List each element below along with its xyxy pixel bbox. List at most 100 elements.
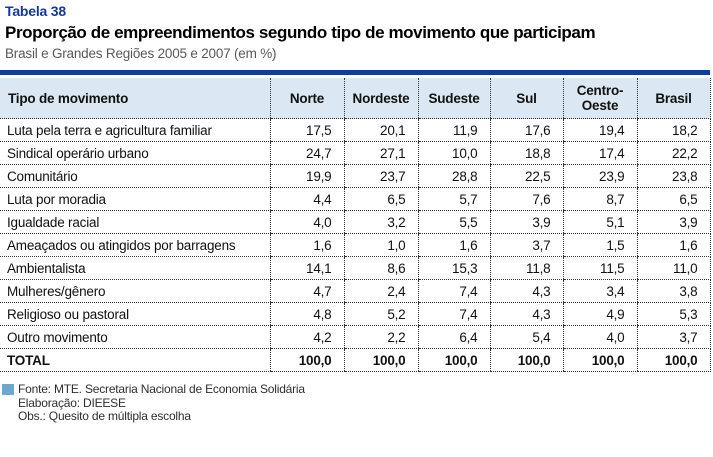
value-cell: 1,0	[343, 233, 418, 257]
value-cell: 5,3	[636, 302, 711, 326]
value-cell: 7,6	[489, 187, 563, 211]
value-cell: 11,0	[636, 256, 711, 280]
source-square-icon	[2, 384, 14, 395]
value-cell: 5,5	[417, 210, 490, 234]
table-body: Luta pela terra e agricultura familiar 17…	[0, 118, 711, 372]
total-row: TOTAL 100,0 100,0 100,0 100,0 100,0 100,0	[0, 348, 711, 372]
value-cell: 11,5	[562, 256, 637, 280]
value-cell: 14,1	[269, 256, 344, 280]
value-cell: 19,9	[269, 164, 344, 188]
value-cell: 100,0	[489, 348, 563, 372]
value-cell: 6,4	[417, 325, 490, 349]
data-table: Tipo de movimento Norte Nordeste Sudeste Sul…	[0, 78, 711, 372]
value-cell: 3,9	[636, 210, 711, 234]
value-cell: 3,8	[636, 279, 711, 303]
value-cell: 18,2	[636, 118, 711, 142]
table-row: Religioso ou pastoral 4,8 5,2 7,4 4,3 4,9 5,3	[0, 302, 711, 326]
table-header-row: Tipo de movimento Norte Nordeste Sudeste Sul…	[0, 78, 711, 119]
value-cell: 2,4	[343, 279, 418, 303]
row-label: Ameaçados ou atingidos por barragens	[0, 233, 270, 257]
row-label: Religioso ou pastoral	[0, 302, 270, 326]
value-cell: 3,2	[343, 210, 418, 234]
page-title: Proporção de empreendimentos segundo tip…	[5, 23, 596, 42]
value-cell: 4,2	[269, 325, 344, 349]
value-cell: 5,4	[489, 325, 563, 349]
table-row: Ameaçados ou atingidos por barragens 1,6 1…	[0, 233, 711, 257]
value-cell: 4,3	[489, 279, 563, 303]
value-cell: 7,4	[417, 279, 490, 303]
table-row: Comunitário 19,9 23,7 28,8 22,5 23,9 23,8	[0, 164, 711, 188]
value-cell: 1,6	[269, 233, 344, 257]
table-number-label: Tabela 38	[5, 3, 66, 19]
row-label: Outro movimento	[0, 325, 270, 349]
value-cell: 4,0	[269, 210, 344, 234]
table-row: Luta pela terra e agricultura familiar 17…	[0, 118, 711, 142]
table-row: Luta por moradia 4,4 6,5 5,7 7,6 8,7 6,5	[0, 187, 711, 211]
value-cell: 5,2	[343, 302, 418, 326]
value-cell: 8,6	[343, 256, 418, 280]
value-cell: 19,4	[562, 118, 637, 142]
table-top-accent-bar	[0, 70, 710, 75]
table-row: Outro movimento 4,2 2,2 6,4 5,4 4,0 3,7	[0, 325, 711, 349]
value-cell: 4,4	[269, 187, 344, 211]
col-header-centro-oeste: Centro-Oeste	[562, 78, 637, 119]
value-cell: 1,6	[417, 233, 490, 257]
col-header-sul: Sul	[489, 78, 563, 119]
value-cell: 17,6	[489, 118, 563, 142]
source-note: Fonte: MTE. Secretaria Nacional de Econo…	[18, 382, 305, 396]
value-cell: 23,7	[343, 164, 418, 188]
value-cell: 23,9	[562, 164, 637, 188]
value-cell: 11,8	[489, 256, 563, 280]
value-cell: 4,9	[562, 302, 637, 326]
value-cell: 3,7	[636, 325, 711, 349]
footnotes: Fonte: MTE. Secretaria Nacional de Econo…	[2, 382, 713, 424]
value-cell: 100,0	[269, 348, 344, 372]
value-cell: 1,5	[562, 233, 637, 257]
value-cell: 15,3	[417, 256, 490, 280]
row-label: Luta por moradia	[0, 187, 270, 211]
page-subtitle: Brasil e Grandes Regiões 2005 e 2007 (em…	[5, 46, 277, 61]
document-page: Tabela 38 Proporção de empreendimentos s…	[0, 3, 713, 424]
col-header-sudeste: Sudeste	[417, 78, 490, 119]
value-cell: 3,7	[489, 233, 563, 257]
row-label: Mulheres/gênero	[0, 279, 270, 303]
value-cell: 100,0	[417, 348, 490, 372]
value-cell: 4,7	[269, 279, 344, 303]
row-label: Luta pela terra e agricultura familiar	[0, 118, 270, 142]
value-cell: 5,7	[417, 187, 490, 211]
value-cell: 18,8	[489, 141, 563, 165]
value-cell: 100,0	[636, 348, 711, 372]
value-cell: 10,0	[417, 141, 490, 165]
value-cell: 3,4	[562, 279, 637, 303]
value-cell: 24,7	[269, 141, 344, 165]
table-head: Tipo de movimento Norte Nordeste Sudeste Sul…	[0, 78, 711, 119]
elaboration-note: Elaboração: DIEESE	[18, 395, 126, 410]
value-cell: 17,4	[562, 141, 637, 165]
obs-note: Obs.: Quesito de múltipla escolha	[18, 409, 191, 423]
value-cell: 22,2	[636, 141, 711, 165]
row-label: TOTAL	[0, 348, 270, 372]
value-cell: 5,1	[562, 210, 637, 234]
value-cell: 22,5	[489, 164, 563, 188]
value-cell: 7,4	[417, 302, 490, 326]
value-cell: 3,9	[489, 210, 563, 234]
value-cell: 100,0	[562, 348, 637, 372]
value-cell: 4,3	[489, 302, 563, 326]
value-cell: 100,0	[343, 348, 418, 372]
value-cell: 23,8	[636, 164, 711, 188]
col-header-tipo-de-movimento: Tipo de movimento	[0, 78, 270, 119]
value-cell: 27,1	[343, 141, 418, 165]
value-cell: 28,8	[417, 164, 490, 188]
row-label: Ambientalista	[0, 256, 270, 280]
value-cell: 20,1	[343, 118, 418, 142]
value-cell: 17,5	[269, 118, 344, 142]
row-label: Comunitário	[0, 164, 270, 188]
col-header-norte: Norte	[269, 78, 344, 119]
value-cell: 1,6	[636, 233, 711, 257]
table-row: Sindical operário urbano 24,7 27,1 10,0 18,8…	[0, 141, 711, 165]
value-cell: 11,9	[417, 118, 490, 142]
col-header-nordeste: Nordeste	[343, 78, 418, 119]
value-cell: 2,2	[343, 325, 418, 349]
value-cell: 8,7	[562, 187, 637, 211]
value-cell: 6,5	[636, 187, 711, 211]
